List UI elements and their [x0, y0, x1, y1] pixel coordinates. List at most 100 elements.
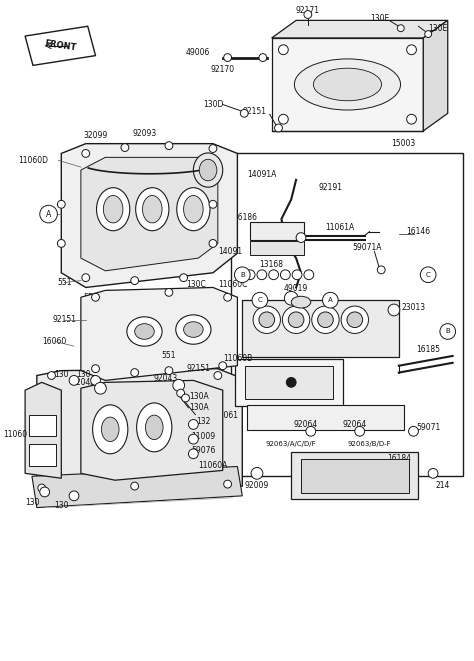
Text: 16186: 16186 — [233, 213, 257, 221]
Polygon shape — [25, 382, 61, 479]
Circle shape — [57, 200, 65, 208]
Polygon shape — [81, 288, 237, 381]
Circle shape — [219, 362, 227, 369]
Circle shape — [235, 267, 250, 282]
Circle shape — [69, 491, 79, 501]
Text: 92063/A/C/D/F: 92063/A/C/D/F — [266, 441, 317, 447]
Circle shape — [57, 239, 65, 247]
Text: 59076: 59076 — [191, 446, 215, 455]
Text: 92191: 92191 — [319, 183, 342, 192]
Circle shape — [397, 24, 404, 32]
Bar — [250, 241, 304, 255]
Circle shape — [82, 274, 90, 282]
Circle shape — [209, 239, 217, 247]
Circle shape — [279, 45, 288, 55]
Circle shape — [440, 324, 456, 339]
Text: 15003: 15003 — [392, 139, 416, 148]
Circle shape — [306, 426, 316, 436]
Text: B: B — [240, 272, 245, 278]
Bar — [29, 414, 56, 436]
Text: 92063/B/D-F: 92063/B/D-F — [347, 441, 392, 447]
Text: 59071: 59071 — [416, 423, 440, 432]
Text: FRONT: FRONT — [44, 39, 77, 52]
Text: 11060D: 11060D — [18, 156, 49, 165]
Circle shape — [224, 293, 231, 301]
Text: 92043: 92043 — [72, 378, 96, 387]
Ellipse shape — [143, 196, 162, 223]
Circle shape — [388, 304, 400, 316]
Circle shape — [165, 141, 173, 149]
Text: 11060C: 11060C — [218, 280, 247, 289]
Text: 16146: 16146 — [406, 227, 430, 236]
Circle shape — [377, 266, 385, 274]
Circle shape — [318, 312, 333, 328]
Bar — [301, 459, 409, 493]
Circle shape — [292, 270, 302, 280]
Text: 551: 551 — [57, 278, 72, 287]
Text: 16184: 16184 — [387, 454, 411, 463]
Ellipse shape — [135, 324, 154, 339]
Ellipse shape — [137, 403, 172, 452]
Text: 11060B: 11060B — [223, 354, 252, 364]
Text: 59071A: 59071A — [353, 243, 382, 252]
Ellipse shape — [183, 196, 203, 223]
Circle shape — [257, 270, 267, 280]
Polygon shape — [423, 20, 448, 131]
Text: B: B — [446, 329, 450, 334]
Circle shape — [209, 200, 217, 208]
Circle shape — [40, 206, 57, 223]
Circle shape — [189, 434, 198, 444]
Circle shape — [245, 270, 255, 280]
Ellipse shape — [193, 153, 223, 187]
Text: 11061: 11061 — [214, 411, 238, 420]
Circle shape — [38, 484, 46, 492]
Circle shape — [284, 292, 298, 305]
Text: 551: 551 — [152, 290, 166, 299]
Ellipse shape — [103, 196, 123, 223]
Text: 11061A: 11061A — [326, 223, 355, 232]
Text: 14091: 14091 — [219, 247, 243, 256]
Bar — [245, 366, 333, 399]
Text: 551: 551 — [162, 352, 176, 360]
Text: 49019: 49019 — [284, 284, 308, 293]
Text: 130E: 130E — [428, 24, 447, 32]
Circle shape — [91, 365, 100, 373]
Ellipse shape — [177, 188, 210, 231]
Circle shape — [95, 382, 106, 394]
Ellipse shape — [97, 188, 130, 231]
Text: 92093: 92093 — [132, 130, 156, 138]
Circle shape — [407, 114, 417, 124]
Text: 92009: 92009 — [245, 481, 269, 490]
Circle shape — [259, 54, 267, 61]
Circle shape — [209, 145, 217, 153]
Text: 130: 130 — [25, 498, 39, 507]
Polygon shape — [32, 467, 242, 508]
Circle shape — [304, 270, 314, 280]
Circle shape — [409, 426, 419, 436]
Text: 551: 551 — [83, 293, 98, 302]
Ellipse shape — [183, 322, 203, 337]
Circle shape — [259, 312, 274, 328]
Text: 92151: 92151 — [242, 107, 266, 116]
Text: 92064: 92064 — [343, 420, 367, 429]
Text: 11060A: 11060A — [198, 461, 228, 470]
Circle shape — [177, 389, 184, 397]
Text: 23013: 23013 — [401, 303, 426, 311]
Ellipse shape — [313, 68, 382, 100]
Ellipse shape — [92, 405, 128, 454]
Circle shape — [214, 371, 222, 379]
Text: 130A: 130A — [190, 391, 209, 401]
Text: 14091A: 14091A — [247, 171, 276, 179]
Circle shape — [131, 482, 138, 490]
Text: 32099: 32099 — [83, 132, 108, 140]
Bar — [291, 452, 419, 499]
Circle shape — [82, 149, 90, 157]
Bar — [247, 405, 404, 430]
Polygon shape — [81, 381, 223, 480]
Polygon shape — [272, 20, 448, 38]
Circle shape — [40, 487, 50, 497]
Circle shape — [69, 375, 79, 385]
Circle shape — [252, 292, 268, 308]
Text: 49006: 49006 — [186, 48, 210, 57]
Circle shape — [240, 110, 248, 117]
